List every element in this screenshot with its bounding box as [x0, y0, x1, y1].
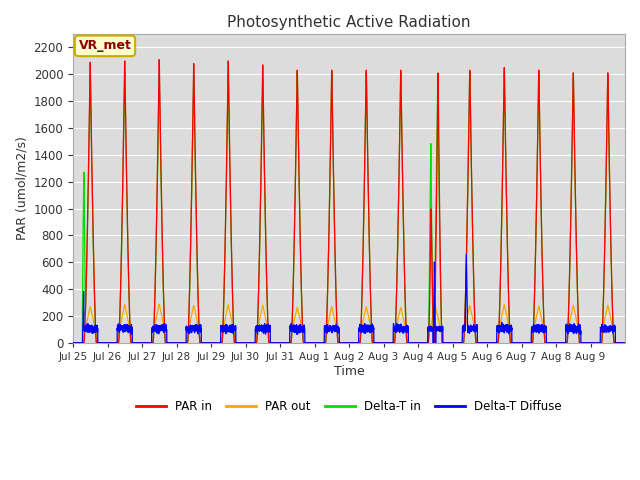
- Title: Photosynthetic Active Radiation: Photosynthetic Active Radiation: [227, 15, 471, 30]
- Legend: PAR in, PAR out, Delta-T in, Delta-T Diffuse: PAR in, PAR out, Delta-T in, Delta-T Dif…: [132, 395, 566, 418]
- Text: VR_met: VR_met: [79, 39, 131, 52]
- Y-axis label: PAR (umol/m2/s): PAR (umol/m2/s): [15, 136, 28, 240]
- X-axis label: Time: Time: [333, 365, 364, 378]
